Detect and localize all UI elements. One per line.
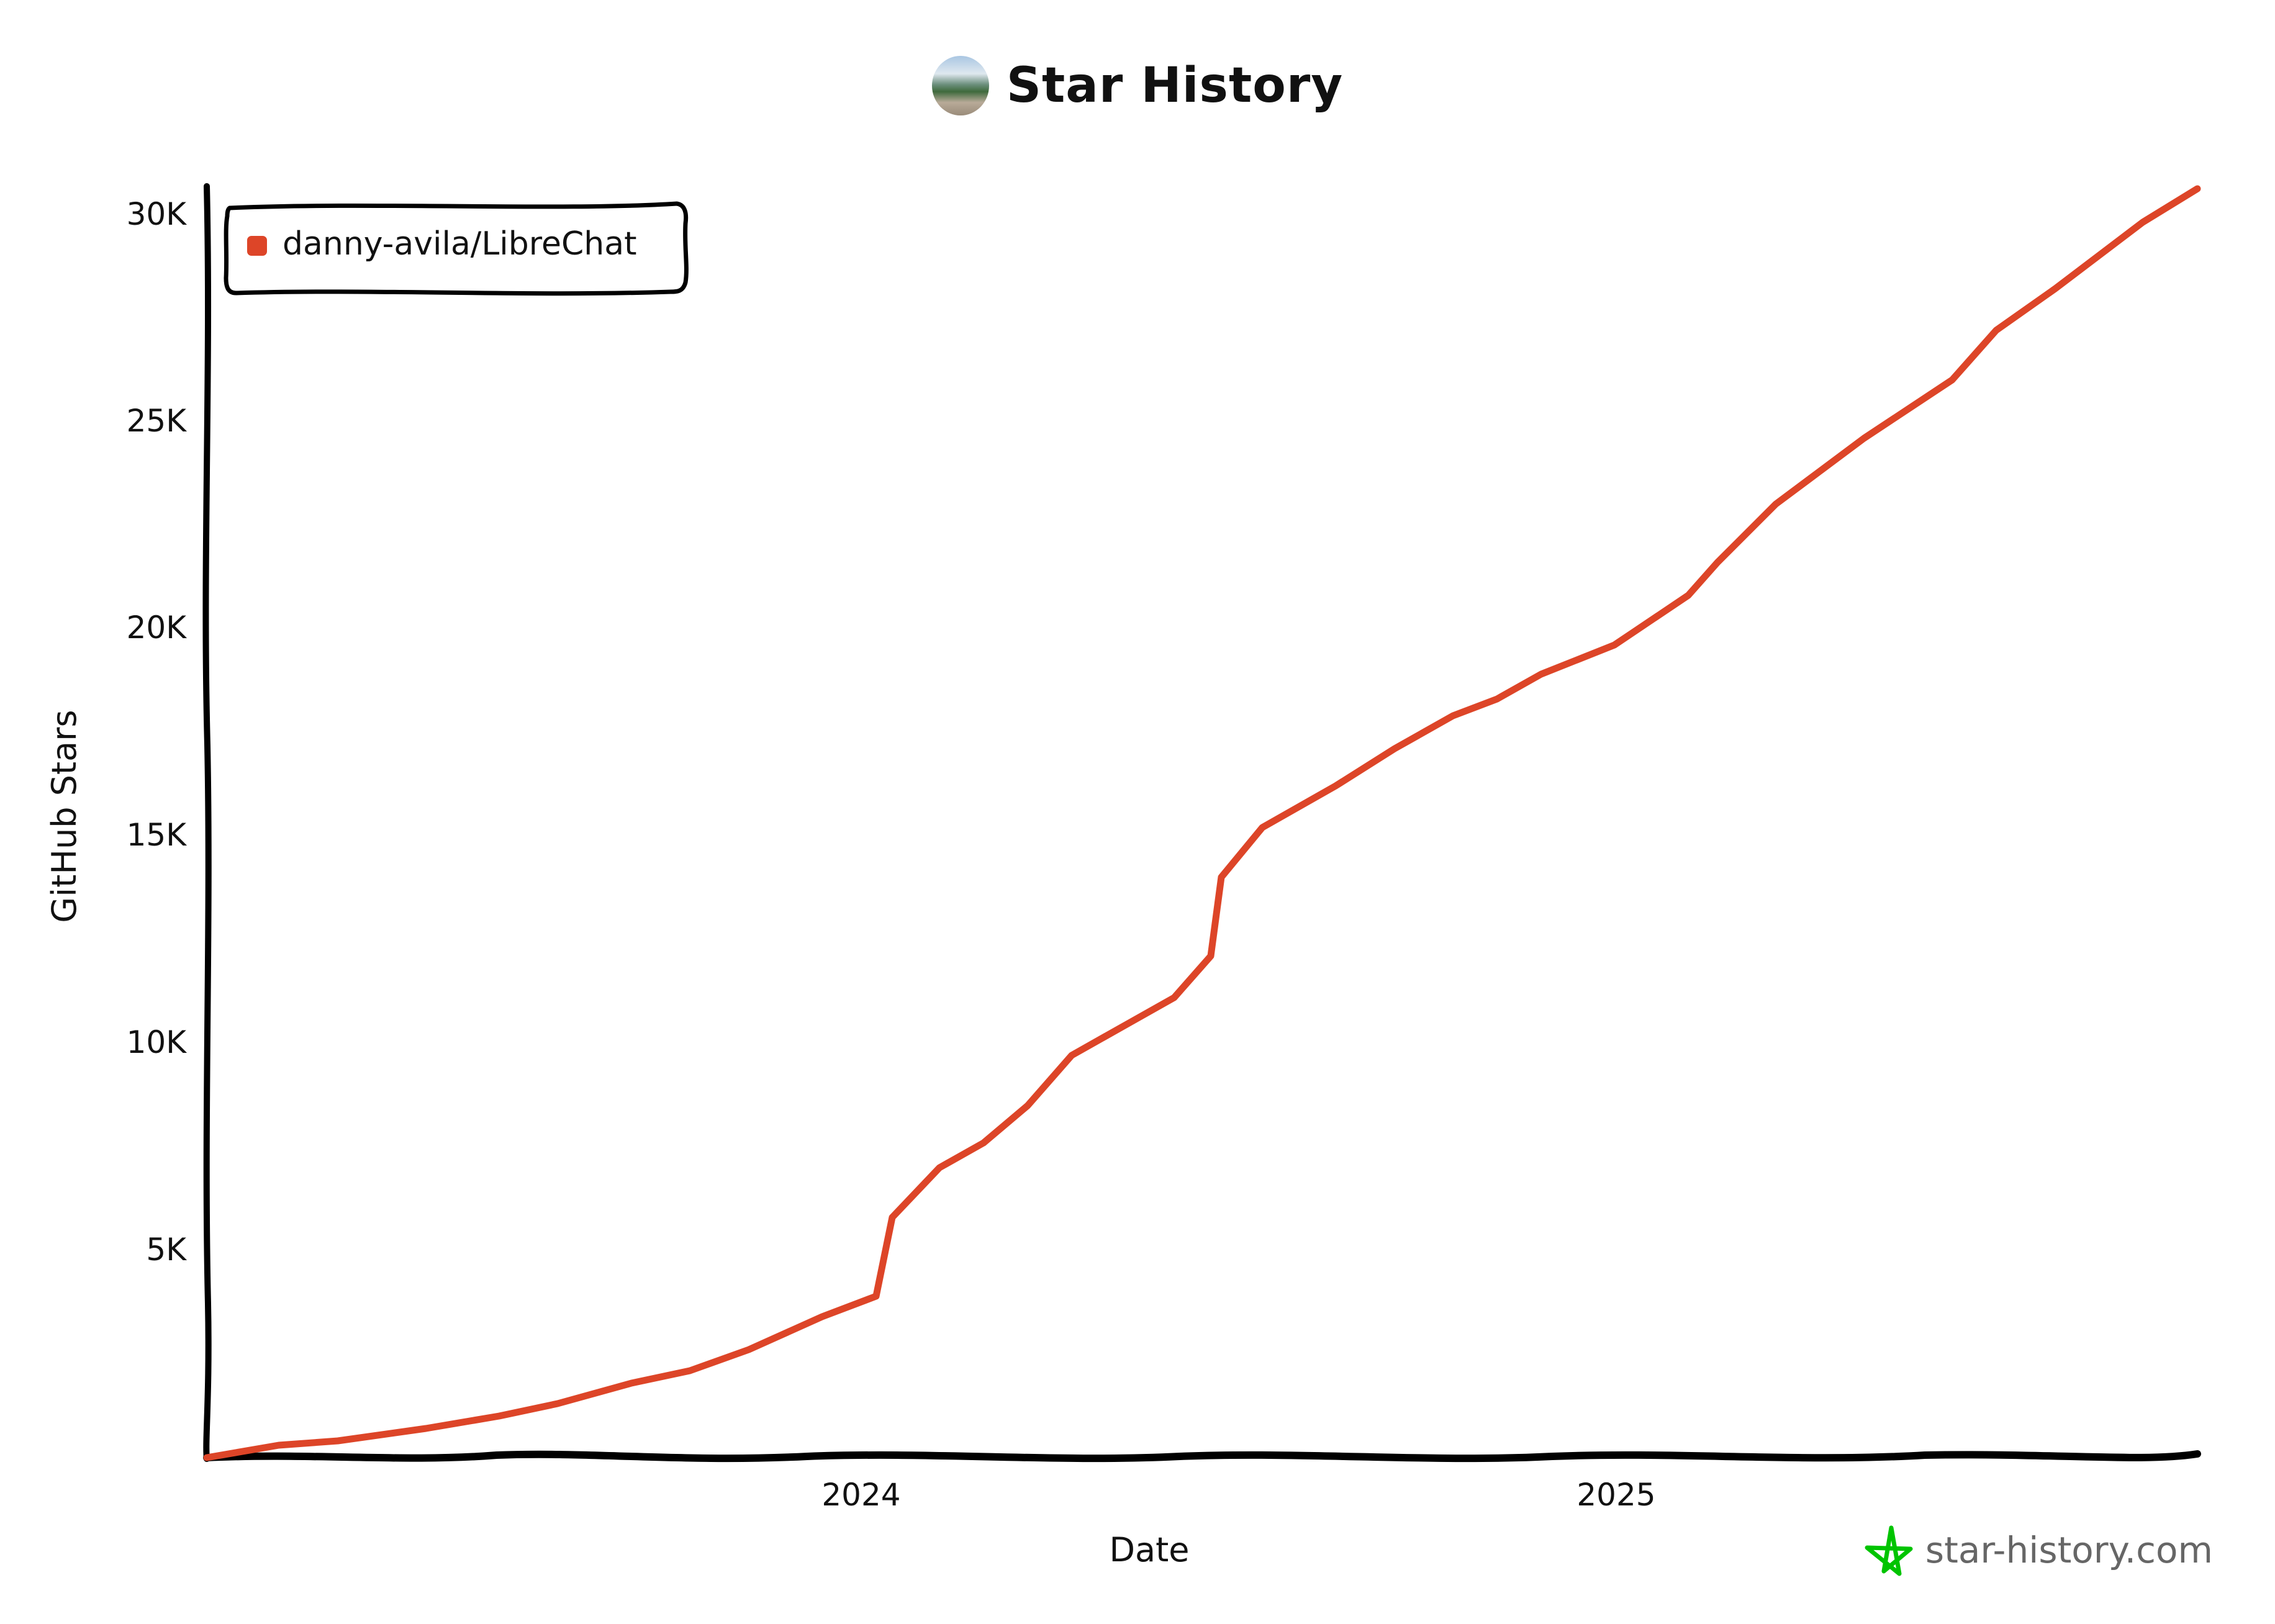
y-tick-label: 30K xyxy=(127,196,188,232)
series-line-librechat xyxy=(203,185,2201,1461)
y-tick-label: 25K xyxy=(127,403,188,439)
y-tick-label: 20K xyxy=(127,610,188,646)
y-tick-label: 5K xyxy=(146,1232,187,1268)
y-tick-label: 15K xyxy=(127,817,188,853)
chart-title: Star History xyxy=(1006,58,1344,114)
legend-swatch xyxy=(247,236,267,256)
y-tick-label: 10K xyxy=(127,1024,188,1060)
x-tick-label: 2024 xyxy=(821,1477,900,1513)
x-axis xyxy=(203,1450,2201,1463)
legend: danny-avila/LibreChat xyxy=(224,201,689,296)
x-axis-label: Date xyxy=(1109,1530,1189,1569)
y-axis-label: GitHub Stars xyxy=(45,710,84,923)
star-outline-icon xyxy=(1865,1525,1913,1576)
legend-label: danny-avila/LibreChat xyxy=(283,225,637,263)
avatar xyxy=(931,56,989,115)
watermark-text: star-history.com xyxy=(1925,1529,2213,1571)
x-tick-label: 2025 xyxy=(1576,1477,1655,1513)
watermark[interactable]: star-history.com xyxy=(1863,1524,2213,1576)
chart-header: Star History xyxy=(0,56,2275,115)
y-axis xyxy=(202,183,212,1462)
